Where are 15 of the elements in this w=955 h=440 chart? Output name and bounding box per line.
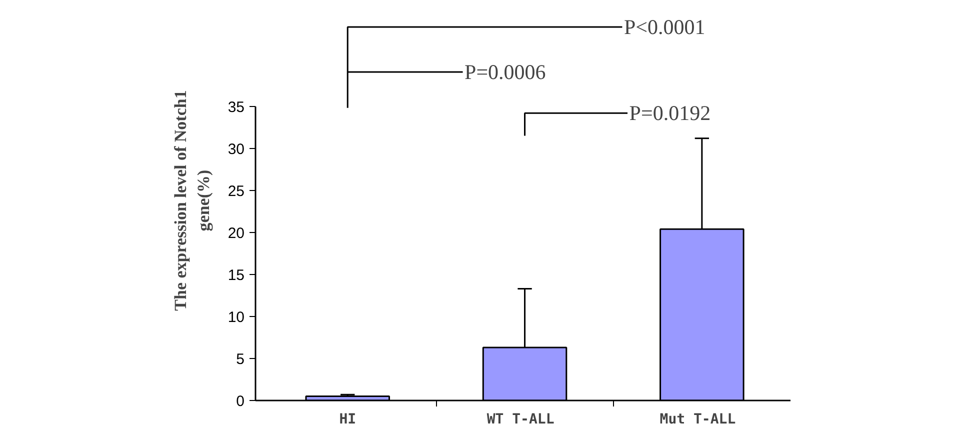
y-tick-label: 5 xyxy=(236,350,244,368)
y-tick-label: 15 xyxy=(228,266,245,284)
annotation: P=0.0192 xyxy=(629,101,711,126)
x-tick-label: HI xyxy=(339,412,356,428)
y-tick-label: 35 xyxy=(228,98,245,116)
text: P=0.0006 xyxy=(464,60,546,84)
y-tick-label: 30 xyxy=(228,140,245,158)
x-tick-label: Mut T-ALL xyxy=(660,412,736,428)
y-tick-label: 10 xyxy=(228,308,245,326)
y-axis-title: The expression level of Notch1 gene(%) xyxy=(171,90,213,311)
y-tick-label: 0 xyxy=(236,393,244,410)
text: P<0.0001 xyxy=(624,14,706,39)
y-tick-label: 20 xyxy=(228,224,245,242)
y-tick-label: 25 xyxy=(228,182,245,200)
x-tick-label: WT T-ALL xyxy=(486,412,554,428)
